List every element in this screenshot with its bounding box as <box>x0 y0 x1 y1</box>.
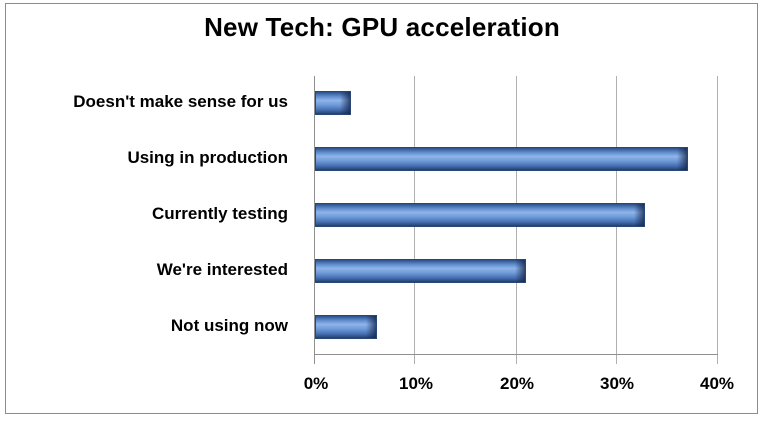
category-label: We're interested <box>156 260 288 279</box>
bar-currently-testing <box>315 203 646 227</box>
category-label: Currently testing <box>151 204 288 223</box>
category-label: Using in production <box>127 148 288 167</box>
bar-were-interested <box>315 259 526 283</box>
bar-doesnt-make-sense <box>315 91 352 115</box>
y-axis <box>314 76 315 364</box>
plot-area <box>314 76 718 364</box>
chart-title: New Tech: GPU acceleration <box>204 12 560 42</box>
x-tick-label: 10% <box>398 374 434 393</box>
gridline-40 <box>717 76 718 364</box>
category-label: Doesn't make sense for us <box>73 92 288 111</box>
category-label: Not using now <box>170 316 288 335</box>
x-tick-label: 30% <box>599 374 635 393</box>
x-tick-label: 0% <box>303 374 329 393</box>
bar-using-in-production <box>315 147 688 171</box>
x-axis <box>314 354 718 355</box>
x-tick-label: 20% <box>499 374 535 393</box>
x-tick-label: 40% <box>699 374 735 393</box>
bar-not-using-now <box>315 315 378 339</box>
